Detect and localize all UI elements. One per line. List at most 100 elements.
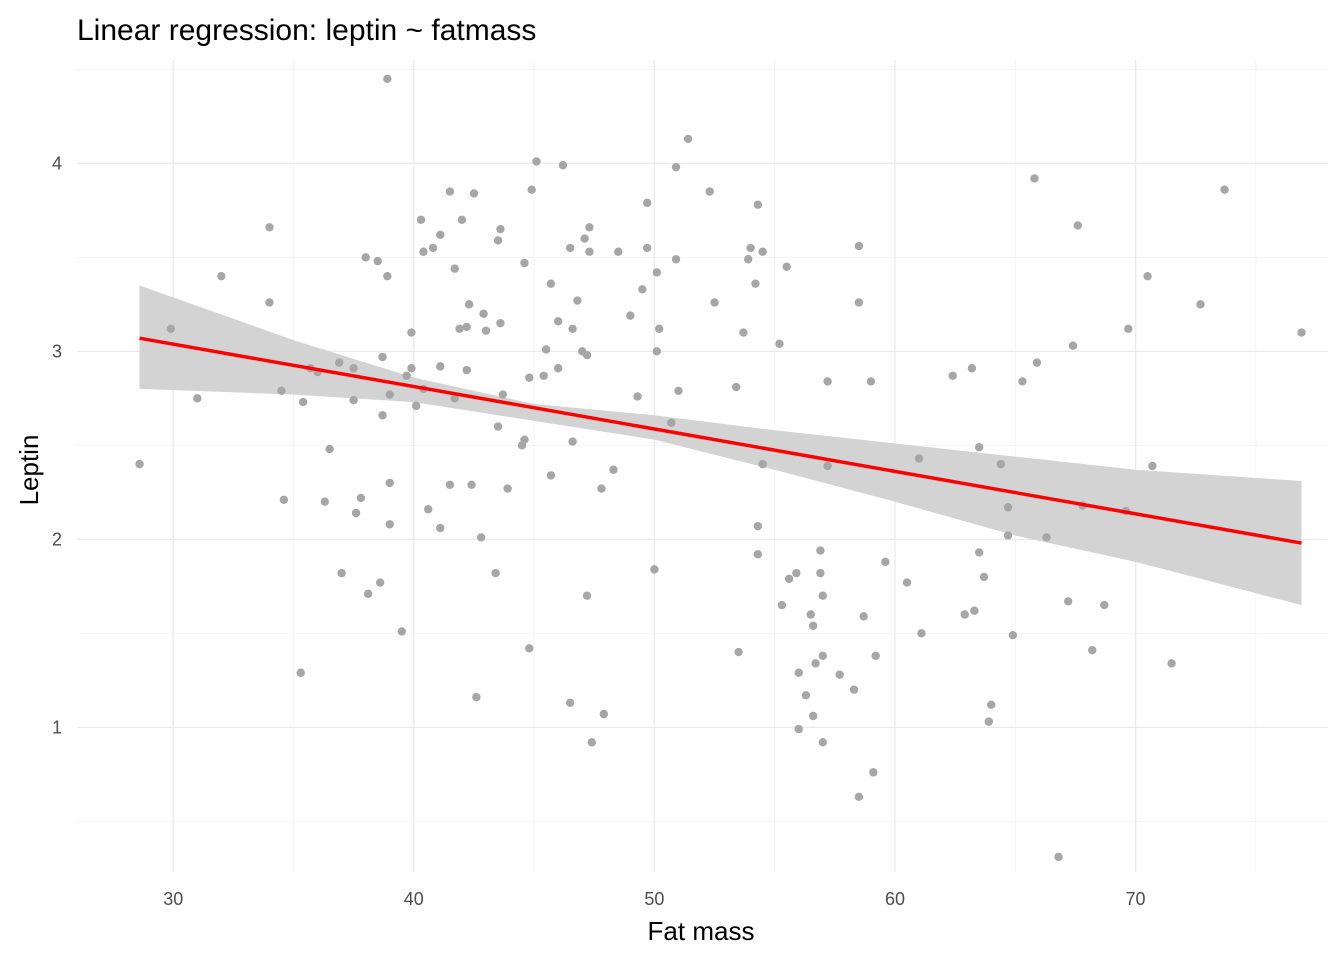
data-point <box>671 255 681 264</box>
data-point <box>1003 503 1013 512</box>
chart-title: Linear regression: leptin ~ fatmass <box>77 14 536 47</box>
data-point <box>705 187 714 196</box>
data-point <box>436 523 445 533</box>
data-point <box>462 322 471 332</box>
data-point <box>585 223 594 232</box>
data-point <box>984 717 993 726</box>
data-point <box>1196 300 1205 309</box>
data-point <box>744 255 753 264</box>
data-point <box>135 459 144 469</box>
data-point <box>734 647 743 657</box>
data-point <box>385 390 394 399</box>
grid <box>77 60 1328 872</box>
data-point <box>914 454 924 463</box>
data-point <box>450 394 459 403</box>
data-point <box>626 311 635 320</box>
data-point <box>753 550 763 559</box>
data-point <box>479 309 488 318</box>
data-point <box>166 324 176 333</box>
data-point <box>775 339 784 349</box>
data-point <box>325 444 334 454</box>
data-point <box>481 326 491 335</box>
data-point <box>373 256 382 266</box>
data-point <box>383 271 392 281</box>
fit-line-layer <box>139 336 1302 545</box>
data-point <box>1073 221 1083 230</box>
data-point <box>265 298 274 307</box>
data-point <box>652 347 661 356</box>
data-point <box>193 394 202 403</box>
data-point <box>541 345 551 354</box>
data-point <box>835 670 844 679</box>
data-point <box>496 318 505 328</box>
data-point <box>782 262 791 271</box>
data-point <box>650 565 659 574</box>
data-point <box>1068 341 1078 350</box>
data-point <box>808 711 818 721</box>
y-tick-label: 2 <box>52 529 62 549</box>
data-point <box>638 285 647 294</box>
data-point <box>818 651 827 661</box>
data-point <box>450 264 459 273</box>
data-point <box>654 324 664 333</box>
data-point <box>970 606 979 615</box>
data-point <box>614 247 623 256</box>
data-point <box>792 568 801 578</box>
data-point <box>445 187 455 196</box>
data-point <box>582 591 592 600</box>
data-point <box>539 371 548 380</box>
data-point <box>217 271 226 281</box>
data-point <box>818 591 827 600</box>
points-layer <box>135 74 1306 862</box>
x-tick-label: 60 <box>885 889 905 909</box>
data-point <box>412 401 421 411</box>
data-point <box>298 397 308 407</box>
data-point <box>491 568 500 578</box>
data-point <box>498 390 508 399</box>
data-point <box>436 230 445 240</box>
data-point <box>462 365 471 375</box>
data-point <box>532 157 541 166</box>
data-point <box>383 74 392 83</box>
data-point <box>424 505 433 514</box>
data-point <box>823 461 832 471</box>
confidence-band <box>139 285 1302 606</box>
data-point <box>472 692 481 702</box>
data-point <box>445 480 455 489</box>
data-point <box>1042 533 1051 542</box>
data-point <box>599 709 609 719</box>
data-point <box>871 651 880 661</box>
data-point <box>642 243 652 253</box>
data-point <box>337 568 346 578</box>
data-point <box>361 253 370 262</box>
data-point <box>609 465 618 474</box>
data-point <box>1100 600 1109 610</box>
data-point <box>823 377 832 386</box>
data-point <box>1297 328 1306 337</box>
data-point <box>974 443 984 452</box>
data-point <box>806 610 815 619</box>
data-point <box>277 386 286 396</box>
data-point <box>565 243 575 253</box>
data-point <box>811 659 820 668</box>
data-point <box>467 480 476 489</box>
data-point <box>967 364 977 373</box>
data-point <box>385 520 394 529</box>
data-point <box>428 243 438 253</box>
x-axis-ticks: 30 40 50 60 70 <box>163 889 1145 909</box>
y-tick-label: 3 <box>52 341 62 361</box>
data-point <box>546 471 556 480</box>
data-point <box>1220 185 1229 194</box>
data-point <box>585 247 594 256</box>
data-point <box>683 134 693 144</box>
data-point <box>633 392 642 401</box>
data-point <box>816 546 825 555</box>
data-point <box>869 768 878 777</box>
data-point <box>356 493 366 503</box>
data-point <box>777 600 787 610</box>
confidence-band-layer <box>139 285 1302 606</box>
data-point <box>801 691 811 700</box>
data-point <box>378 352 387 362</box>
data-point <box>363 589 373 599</box>
